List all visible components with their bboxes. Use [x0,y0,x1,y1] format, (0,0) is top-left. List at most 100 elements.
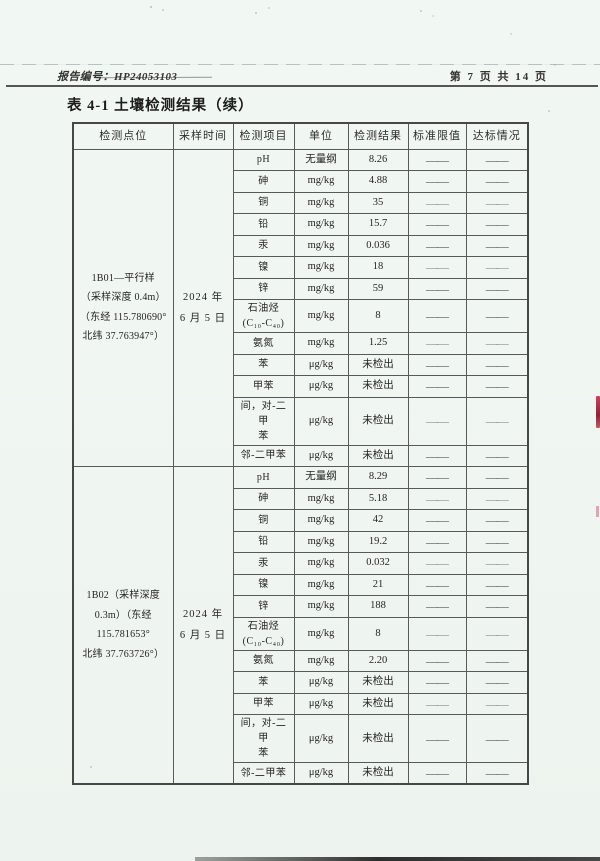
item-cell: 苯 [232,353,295,376]
header-rule [6,85,598,87]
standard-limit-cell: —— [407,213,467,236]
standard-limit-cell: —— [407,444,467,467]
table-row: 铅 mg/kg 15.7 —— —— [73,213,529,236]
scan-speckles [150,6,152,8]
compliance-cell: —— [465,256,529,279]
unit-cell: μg/kg [293,671,349,694]
standard-limit-cell: —— [407,487,467,510]
standard-limit-cell: —— [407,649,467,672]
compliance-cell: —— [465,487,529,510]
standard-limit-cell: —— [407,234,467,257]
compliance-cell: —— [465,396,529,446]
table-row: 铜 mg/kg 35 —— —— [73,191,529,214]
standard-limit-cell: —— [407,375,467,398]
standard-limit-cell: —— [407,353,467,376]
table-row: 甲苯 μg/kg 未检出 —— —— [73,692,529,715]
result-cell: 35 [347,191,409,214]
standard-limit-cell: —— [407,573,467,596]
unit-cell: mg/kg [293,170,349,193]
item-cell: 甲苯 [232,375,295,398]
compliance-cell: —— [465,616,529,651]
result-cell: 4.88 [347,170,409,193]
item-cell: 邻-二甲苯 [232,444,295,467]
item-cell: 铅 [232,530,295,553]
result-cell: 8 [347,299,409,333]
unit-cell: mg/kg [293,191,349,214]
compliance-cell: —— [465,762,529,785]
standard-limit-cell: —— [407,509,467,532]
unit-cell: mg/kg [293,509,349,532]
item-cell: 汞 [232,234,295,257]
compliance-cell: —— [465,714,529,763]
result-cell: 未检出 [347,671,409,694]
unit-cell: μg/kg [293,692,349,715]
soil-results-table: 检测点位 采样时间 检测项目 单位 检测结果 标准限值 达标情况 1B01—平行… [72,122,529,785]
unit-cell: mg/kg [293,256,349,279]
unit-cell: mg/kg [293,277,349,300]
item-cell: 砷 [232,170,295,193]
result-cell: 0.036 [347,234,409,257]
result-cell: 18 [347,256,409,279]
unit-cell: mg/kg [293,573,349,596]
sampling-time-2: 2024 年 6 月 5 日 [172,466,234,785]
compliance-cell: —— [465,277,529,300]
item-cell: 间，对-二甲 苯 [232,714,295,763]
table-row: 1B02（采样深度 0.3m）（东经 115.781653° 北纬 37.763… [72,466,529,785]
item-cell: 砷 [232,487,295,510]
table-row: 邻-二甲苯 μg/kg 未检出 —— —— [73,444,529,467]
col-header-point: 检测点位 [72,122,174,150]
unit-cell: mg/kg [293,299,349,333]
table-row: 汞 mg/kg 0.036 —— —— [73,234,529,257]
compliance-cell: —— [465,692,529,715]
standard-limit-cell: —— [407,762,467,785]
unit-cell: mg/kg [293,234,349,257]
result-cell: 未检出 [347,692,409,715]
compliance-cell: —— [465,649,529,672]
result-cell: 8.26 [347,148,409,171]
red-edge-mark [596,396,600,428]
compliance-cell: —— [465,509,529,532]
result-cell: 未检出 [347,714,409,763]
sampling-time-1: 2024 年 6 月 5 日 [172,148,234,467]
table-row: 石油烃 (C₁₀-C₄₀) mg/kg 8 —— —— [73,299,529,333]
item-cell: 邻-二甲苯 [232,762,295,785]
result-cell: 未检出 [347,375,409,398]
result-cell: 未检出 [347,353,409,376]
compliance-cell: —— [465,353,529,376]
red-edge-mark-small [596,506,599,517]
item-cell: 氨氮 [232,649,295,672]
result-cell: 19.2 [347,530,409,553]
table-row: 氨氮 mg/kg 2.20 —— —— [73,649,529,672]
table-row: 间，对-二甲 苯 μg/kg 未检出 —— —— [73,396,529,446]
table-row: 石油烃 (C₁₀-C₄₀) mg/kg 8 —— —— [73,616,529,651]
result-cell: 8 [347,616,409,651]
results-tbody: 1B01—平行样 （采样深度 0.4m） （东经 115.780690° 北纬 … [72,148,529,785]
result-cell: 2.20 [347,649,409,672]
result-cell: 未检出 [347,762,409,785]
unit-cell: mg/kg [293,487,349,510]
standard-limit-cell: —— [407,466,467,489]
table-row: 氨氮 mg/kg 1.25 —— —— [73,332,529,355]
standard-limit-cell: —— [407,170,467,193]
item-cell: 锌 [232,595,295,618]
compliance-cell: —— [465,299,529,333]
unit-cell: μg/kg [293,396,349,446]
result-cell: 1.25 [347,332,409,355]
compliance-cell: —— [465,444,529,467]
unit-cell: 无量纲 [293,148,349,171]
item-cell: 铜 [232,191,295,214]
result-cell: 188 [347,595,409,618]
compliance-cell: —— [465,530,529,553]
result-cell: 8.29 [347,466,409,489]
standard-limit-cell: —— [407,616,467,651]
col-header-item: 检测项目 [232,122,295,150]
result-cell: 21 [347,573,409,596]
result-cell: 未检出 [347,396,409,446]
compliance-cell: —— [465,552,529,575]
standard-limit-cell: —— [407,277,467,300]
col-header-standard: 标准限值 [407,122,467,150]
table-row: 镍 mg/kg 18 —— —— [73,256,529,279]
col-header-result: 检测结果 [347,122,409,150]
results-table-wrap: 检测点位 采样时间 检测项目 单位 检测结果 标准限值 达标情况 1B01—平行… [72,122,529,785]
